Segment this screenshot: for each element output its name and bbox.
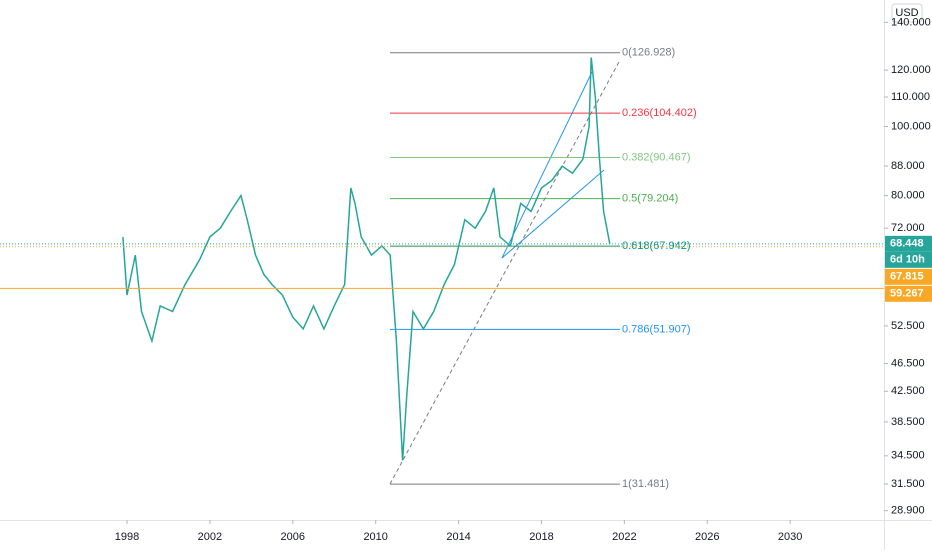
y-tick-label: 72.000 [891,222,925,234]
y-tick-label: 100.000 [891,120,931,132]
x-tick-label: 2002 [198,531,222,543]
price-badge [885,235,932,252]
fib-label: 0.5(79.204) [622,193,678,205]
y-tick-label: 34.500 [891,450,925,462]
price-badge [885,285,932,302]
price-badge [885,268,932,285]
y-tick-label: 38.500 [891,416,925,428]
x-tick-label: 2022 [612,531,636,543]
y-tick-label: 42.500 [891,385,925,397]
fib-label: 0.236(104.402) [622,107,697,119]
y-tick-label: 52.500 [891,320,925,332]
y-tick-label: 31.500 [891,478,925,490]
y-tick-label: 140.000 [891,16,931,28]
countdown-badge [885,251,932,268]
fib-label: 1(31.481) [622,478,669,490]
fib-label: 0.618(67.942) [622,240,691,252]
x-tick-label: 2014 [446,531,470,543]
currency-badge[interactable] [891,3,923,23]
x-tick-label: 2010 [363,531,387,543]
fib-label: 0(126.928) [622,47,675,59]
channel-upper [501,71,593,259]
price-line [122,57,611,461]
fib-trend-line [389,59,621,485]
price-badge-label: 68.448 [890,238,924,250]
x-tick-label: 2026 [695,531,719,543]
price-badge-label: 67.815 [890,271,924,283]
fib-label: 0.382(90.467) [622,151,691,163]
currency: USD [895,7,918,19]
fib-label: 0.786(51.907) [622,323,691,335]
y-tick-label: 80.000 [891,189,925,201]
y-tick-label: 88.000 [891,160,925,172]
price-badge-label: 59.267 [890,288,924,300]
y-tick-label: 28.900 [891,505,925,517]
y-tick-label: 110.000 [891,91,930,103]
y-tick-label: 120.000 [891,64,931,76]
x-tick-label: 2006 [281,531,305,543]
y-tick-label: 46.500 [891,357,925,369]
countdown-label: 6d 10h [890,254,925,266]
x-tick-label: 2018 [529,531,553,543]
x-tick-label: 1998 [115,531,139,543]
x-tick-label: 2030 [778,531,802,543]
